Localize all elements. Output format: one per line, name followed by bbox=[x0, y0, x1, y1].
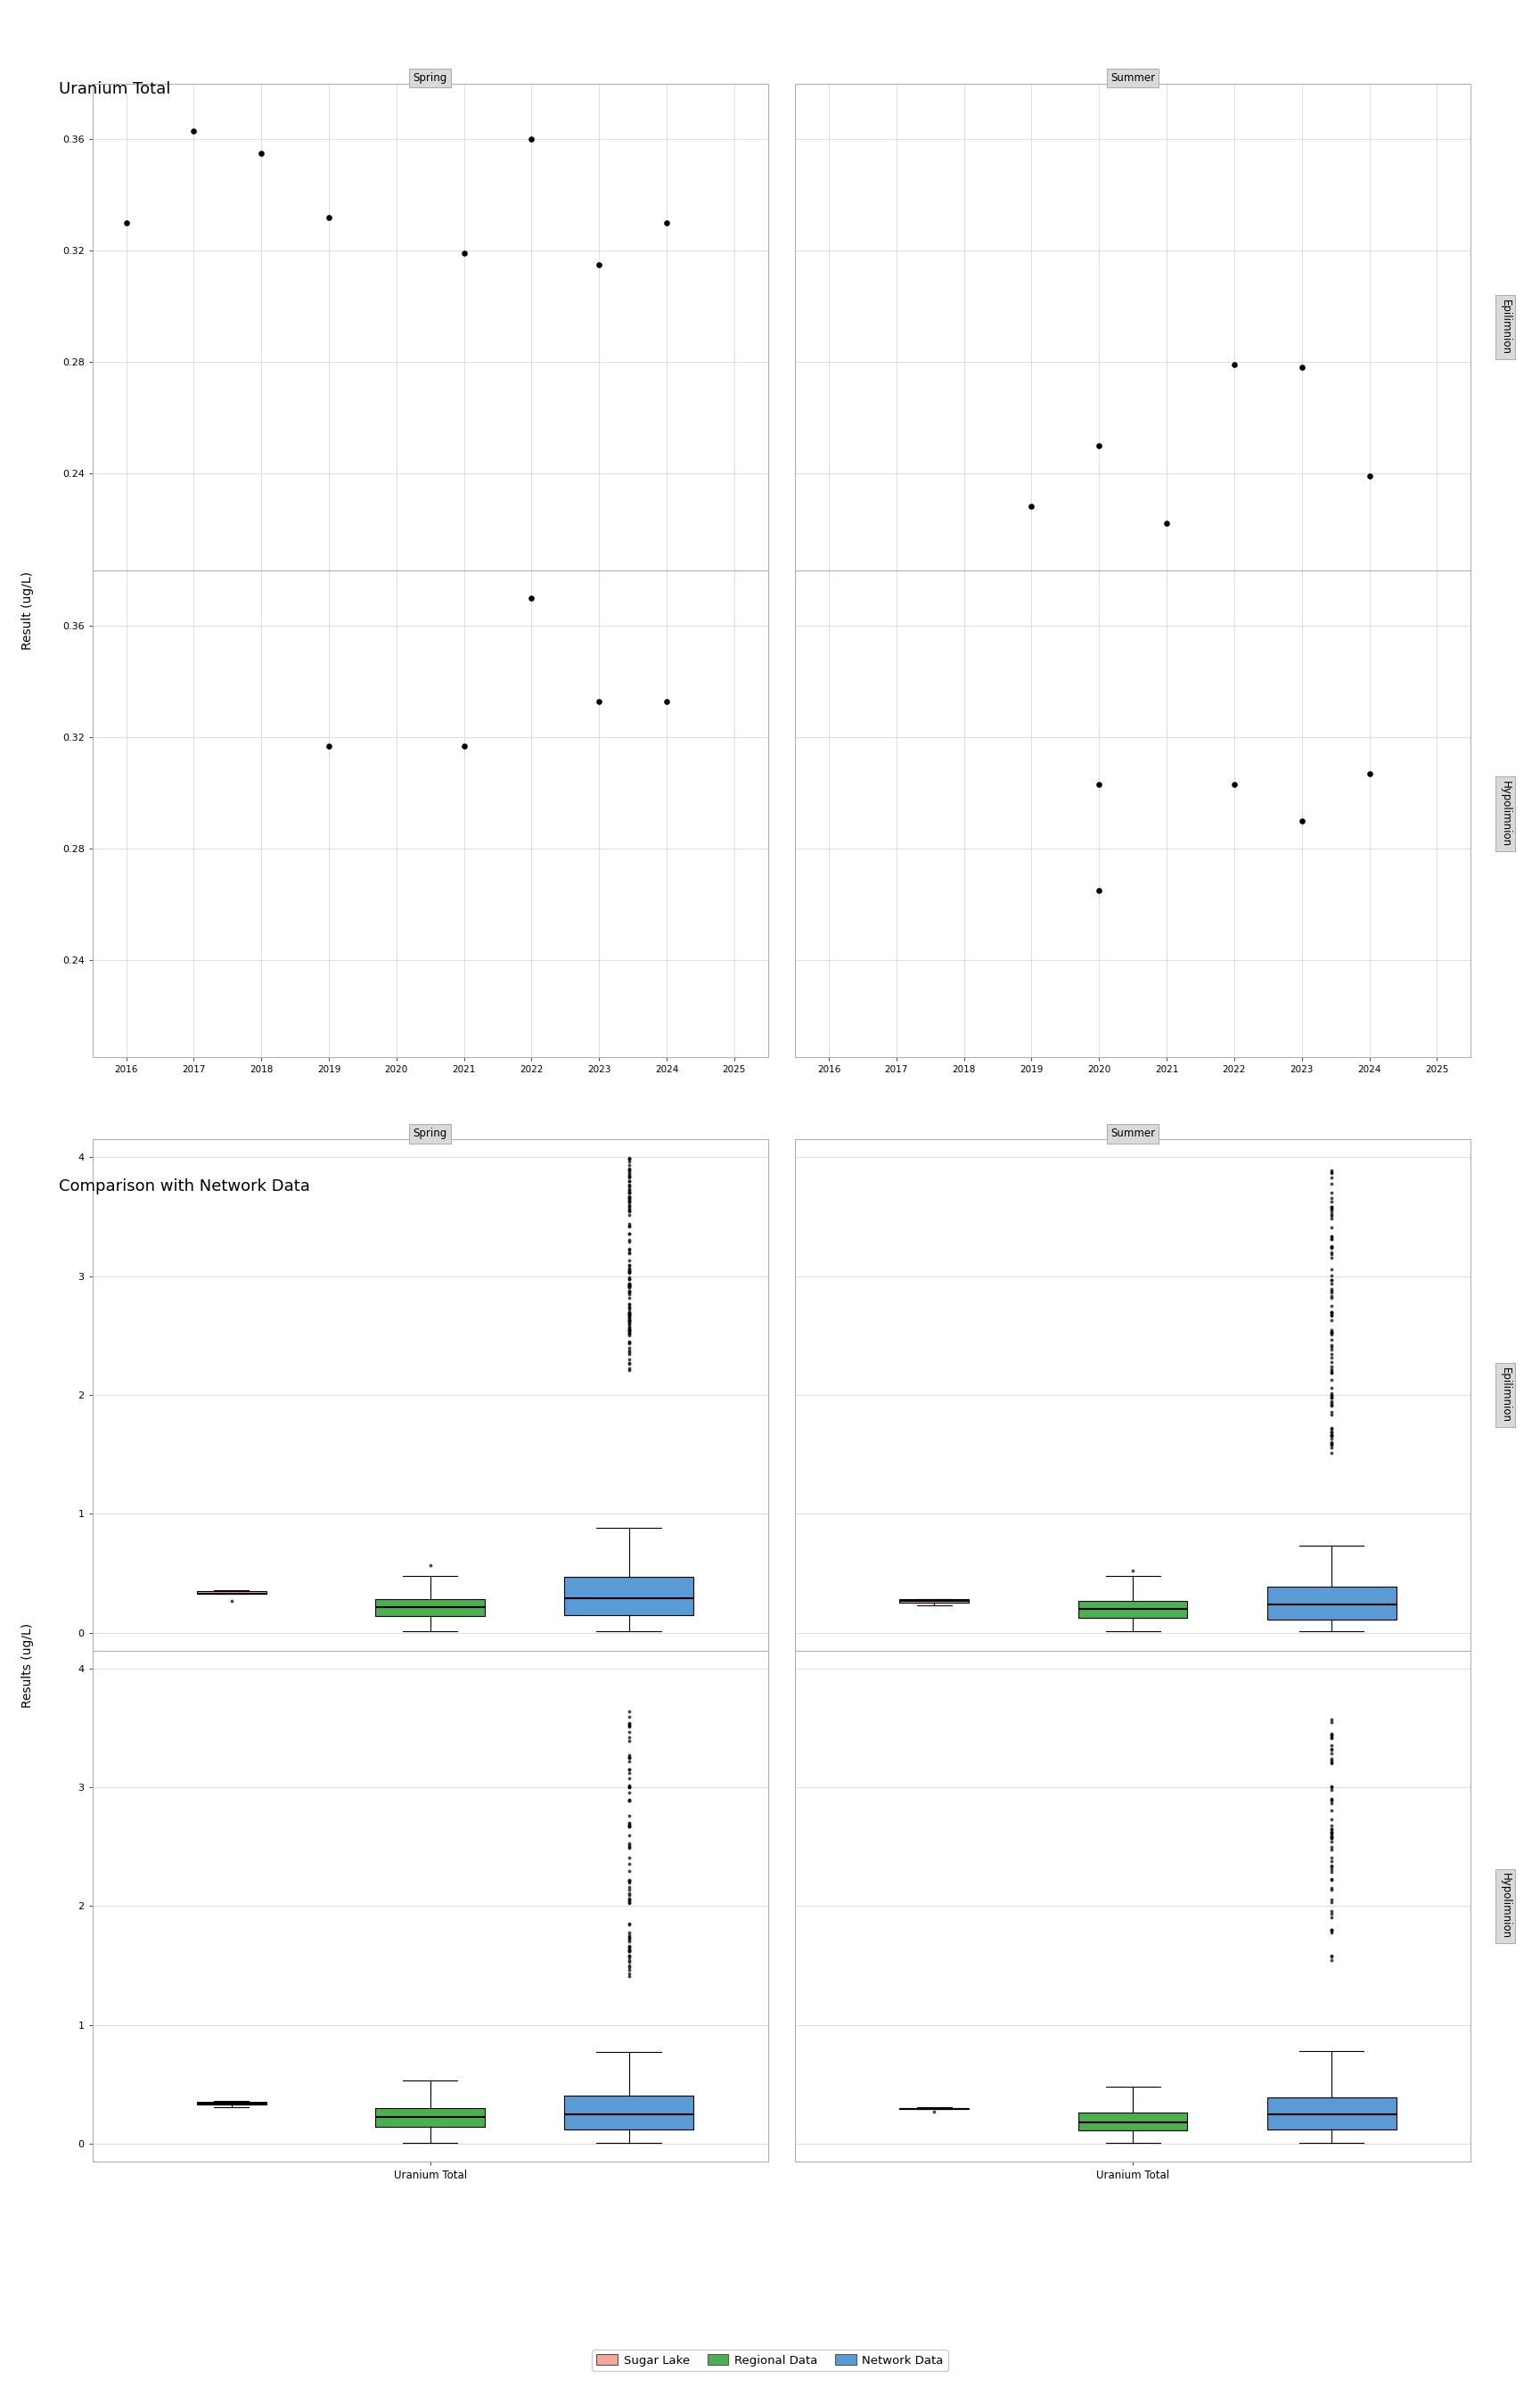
Title: Summer: Summer bbox=[1110, 1129, 1155, 1140]
Title: Summer: Summer bbox=[1110, 72, 1155, 84]
Point bbox=[1155, 503, 1180, 541]
PathPatch shape bbox=[564, 1577, 693, 1615]
Point bbox=[519, 580, 544, 618]
Point bbox=[317, 726, 342, 764]
Legend: Sugar Lake, Regional Data, Network Data: Sugar Lake, Regional Data, Network Data bbox=[591, 2350, 949, 2372]
Point bbox=[654, 204, 679, 242]
Text: Uranium Total: Uranium Total bbox=[59, 81, 171, 98]
Point bbox=[1221, 345, 1246, 383]
Text: Epilimnion: Epilimnion bbox=[1500, 1368, 1511, 1423]
Title: Spring: Spring bbox=[413, 1129, 447, 1140]
Point bbox=[1221, 764, 1246, 803]
PathPatch shape bbox=[1078, 1601, 1187, 1617]
Text: Results (ug/L): Results (ug/L) bbox=[22, 1622, 34, 1708]
Point bbox=[587, 683, 611, 721]
Point bbox=[654, 683, 679, 721]
Point bbox=[249, 134, 274, 173]
Point bbox=[587, 244, 611, 283]
Point bbox=[114, 204, 139, 242]
Point bbox=[1087, 426, 1112, 465]
Text: Result (ug/L): Result (ug/L) bbox=[22, 573, 34, 649]
Point bbox=[519, 120, 544, 158]
PathPatch shape bbox=[1267, 1586, 1397, 1620]
PathPatch shape bbox=[899, 1601, 969, 1603]
Point bbox=[451, 235, 476, 273]
PathPatch shape bbox=[376, 2108, 485, 2128]
Point bbox=[451, 726, 476, 764]
Text: Hypolimnion: Hypolimnion bbox=[1500, 1874, 1511, 1938]
Point bbox=[317, 199, 342, 237]
Point bbox=[182, 113, 206, 151]
PathPatch shape bbox=[564, 2096, 693, 2130]
Text: Comparison with Network Data: Comparison with Network Data bbox=[59, 1179, 310, 1196]
Point bbox=[1087, 872, 1112, 910]
Title: Spring: Spring bbox=[413, 72, 447, 84]
Point bbox=[1019, 486, 1044, 525]
Point bbox=[1357, 458, 1381, 496]
Point bbox=[1289, 347, 1314, 386]
Point bbox=[1289, 803, 1314, 841]
PathPatch shape bbox=[376, 1598, 485, 1615]
Text: Hypolimnion: Hypolimnion bbox=[1500, 781, 1511, 846]
PathPatch shape bbox=[1078, 2113, 1187, 2130]
PathPatch shape bbox=[1267, 2096, 1397, 2130]
Point bbox=[1357, 755, 1381, 793]
Text: Epilimnion: Epilimnion bbox=[1500, 300, 1511, 355]
Point bbox=[1087, 764, 1112, 803]
